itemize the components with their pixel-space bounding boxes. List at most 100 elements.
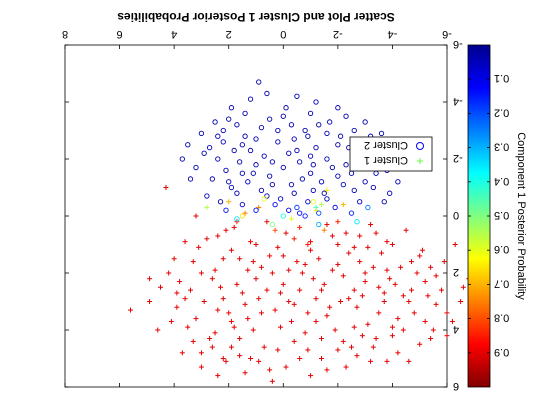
cluster-1-point	[171, 256, 177, 262]
cluster-1-point	[422, 279, 428, 285]
cluster-2-point	[305, 199, 311, 205]
cluster-2-point	[283, 105, 289, 111]
cluster-1-point	[226, 310, 232, 316]
cluster-2-point	[236, 159, 243, 165]
cluster-1-point	[299, 270, 305, 276]
cluster-1-point	[242, 210, 248, 216]
cluster-1-point	[373, 230, 379, 236]
cluster-1-point	[357, 259, 363, 265]
cluster-1-point	[280, 281, 286, 287]
cluster-2-point	[365, 204, 371, 211]
cluster-1-point	[127, 307, 133, 313]
cluster-1-point	[201, 299, 207, 304]
cluster-1-point	[389, 333, 395, 339]
cluster-1-point	[359, 333, 365, 339]
cluster-2-point	[226, 179, 232, 185]
cluster-2-point	[280, 164, 286, 171]
cluster-1-point	[321, 281, 327, 287]
cluster-2-point	[266, 173, 273, 179]
cluster-1-point	[422, 318, 428, 324]
cluster-2-point	[348, 210, 355, 216]
cluster-1-point	[417, 341, 423, 347]
cluster-1-point	[147, 299, 153, 304]
cluster-1-point	[188, 287, 194, 293]
cluster-1-point	[409, 287, 415, 293]
cluster-1-point	[343, 230, 349, 236]
cluster-1-point	[231, 224, 237, 230]
legend-marker-plus	[417, 158, 423, 164]
cluster-1-point	[231, 324, 237, 330]
cluster-1-point	[220, 356, 226, 361]
cluster-1-point	[318, 287, 324, 293]
cluster-2-point	[335, 142, 341, 148]
cluster-1-point	[237, 353, 243, 359]
cluster-1-point	[321, 227, 327, 233]
cluster-2-point	[307, 110, 314, 117]
cluster-1-point	[308, 373, 314, 379]
colorbar-gradient	[467, 44, 491, 388]
cluster-2-point	[245, 179, 251, 185]
cluster-1-point	[411, 310, 417, 316]
cluster-1-point	[297, 287, 303, 293]
cluster-1-point	[250, 259, 256, 265]
cluster-1-point	[368, 222, 374, 228]
cluster-1-point	[305, 310, 311, 316]
colorbar-label: Component 1 Posterior Probability	[515, 132, 527, 300]
cluster-1-point	[389, 242, 395, 247]
cluster-1-point	[335, 219, 341, 225]
cluster-2-point	[239, 170, 246, 176]
cluster-1-point	[228, 247, 234, 253]
cluster-1-point	[215, 233, 221, 239]
cluster-2-point	[291, 190, 297, 196]
cluster-1-point	[433, 301, 439, 307]
cluster-2-point	[286, 207, 292, 213]
cluster-2-point	[286, 150, 292, 156]
colorbar-tick-label: 0.9	[494, 346, 509, 358]
cluster-1-point	[198, 350, 204, 356]
x-tick-label: 2	[226, 28, 232, 40]
cluster-1-point	[198, 270, 204, 276]
cluster-1-point	[389, 324, 395, 330]
cluster-2-point	[234, 190, 240, 196]
cluster-1-point	[400, 327, 406, 333]
cluster-1-point	[275, 244, 281, 250]
cluster-2-point	[329, 164, 336, 171]
y-tick-label: 6	[453, 380, 459, 392]
cluster-1-point	[223, 358, 229, 364]
cluster-1-point	[384, 239, 390, 245]
cluster-1-point	[286, 267, 292, 273]
cluster-1-point	[256, 204, 262, 210]
cluster-1-point	[174, 290, 180, 296]
cluster-2-point	[209, 176, 215, 182]
cluster-1-point	[177, 279, 183, 285]
cluster-2-point	[253, 162, 259, 168]
legend-label: Cluster 2	[364, 139, 408, 151]
cluster-1-point	[381, 299, 387, 304]
cluster-1-point	[302, 261, 308, 267]
cluster-1-point	[228, 318, 234, 324]
cluster-1-point	[318, 202, 324, 208]
cluster-1-point	[365, 244, 371, 250]
y-tick-label: -4	[453, 95, 463, 107]
cluster-1-point	[340, 273, 346, 279]
cluster-1-point	[354, 353, 360, 359]
cluster-2-point	[228, 184, 235, 191]
cluster-2-point	[215, 133, 221, 139]
cluster-1-point	[384, 267, 390, 273]
cluster-1-point	[403, 227, 409, 233]
cluster-1-point	[346, 250, 352, 256]
cluster-2-point	[302, 213, 308, 219]
cluster-2-point	[253, 136, 259, 142]
cluster-1-point	[207, 336, 213, 342]
cluster-1-point	[228, 344, 234, 350]
cluster-1-point	[264, 219, 270, 225]
cluster-2-point	[294, 147, 300, 154]
cluster-1-point	[253, 242, 259, 247]
colorbar-tick-label: 0.6	[494, 243, 509, 255]
cluster-1-point	[256, 296, 262, 302]
cluster-2-point	[305, 133, 311, 139]
cluster-2-point	[193, 164, 199, 171]
cluster-2-point	[234, 122, 240, 128]
cluster-1-point	[253, 276, 259, 282]
cluster-1-point	[196, 244, 202, 250]
